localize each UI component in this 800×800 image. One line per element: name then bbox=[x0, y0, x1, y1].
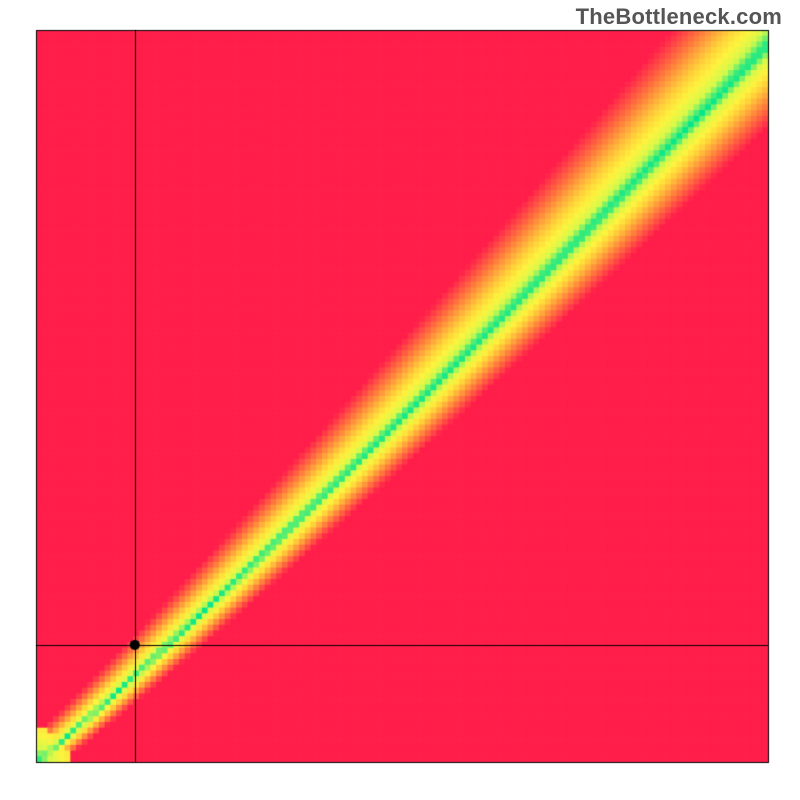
watermark-text: TheBottleneck.com bbox=[576, 4, 782, 30]
overlay-canvas bbox=[0, 0, 800, 800]
chart-container: TheBottleneck.com bbox=[0, 0, 800, 800]
